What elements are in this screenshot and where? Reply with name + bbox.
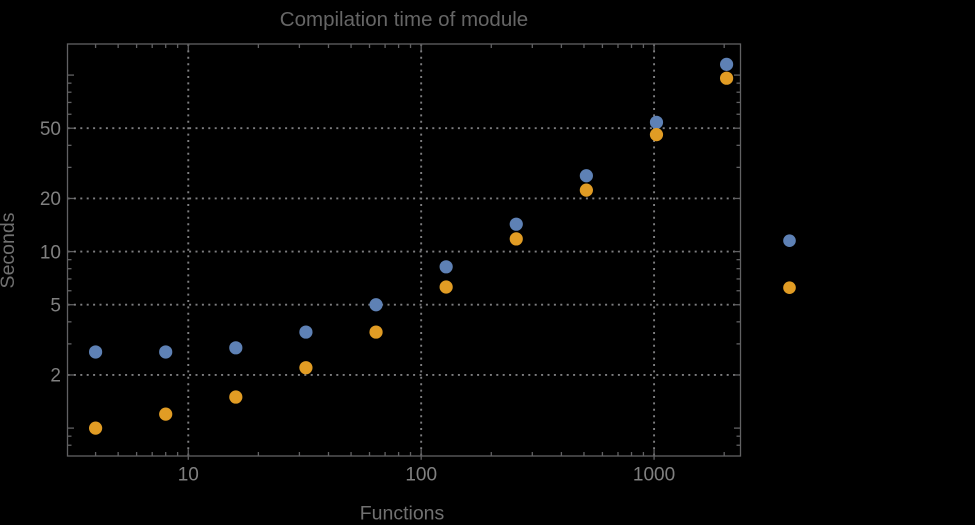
series-1-blue-point-x32 — [299, 325, 313, 339]
series-1-blue-point-x64 — [369, 298, 383, 312]
gridlines — [67, 44, 741, 456]
series-2-orange-point-x4 — [88, 421, 103, 435]
series-1-blue-point-x2048 — [719, 57, 734, 71]
y-tick-label-50: 50 — [40, 119, 61, 140]
x-tick-label-100: 100 — [405, 465, 437, 486]
legend-marker-series2 — [783, 281, 796, 295]
series-2-orange-point-x512 — [579, 183, 593, 197]
series-2-points — [88, 71, 734, 435]
legend-marker-series1 — [783, 234, 796, 247]
series-1-blue-point-x16 — [229, 341, 243, 355]
series-2-orange-point-x8 — [159, 407, 173, 421]
series-2-orange-point-x256 — [509, 232, 523, 246]
series-2-orange-point-x128 — [439, 280, 453, 294]
legend — [783, 234, 796, 295]
series-1-blue-point-x4 — [88, 345, 103, 359]
x-tick-labels: 10 100 1000 — [178, 465, 676, 486]
x-axis-label: Functions — [360, 503, 445, 525]
series-2-orange-point-x1024 — [649, 128, 664, 142]
series-1-blue-point-x1024 — [649, 115, 664, 129]
plot-frame — [66, 43, 742, 457]
y-tick-label-10: 10 — [40, 242, 61, 263]
series-2-orange-point-x32 — [299, 361, 313, 375]
series-2-orange-point-x64 — [369, 325, 383, 339]
series-1-blue-point-x128 — [439, 260, 453, 274]
x-tick-label-1000: 1000 — [633, 465, 675, 486]
chart-title: Compilation time of module — [280, 8, 528, 31]
x-tick-label-10: 10 — [178, 465, 199, 486]
series-2-orange-point-x2048 — [719, 71, 734, 85]
y-tick-labels: 2 5 10 20 50 — [40, 119, 61, 387]
series-1-blue-point-x8 — [159, 345, 173, 359]
y-tick-label-20: 20 — [40, 189, 61, 210]
y-axis-label: Seconds — [0, 212, 19, 288]
y-tick-label-2: 2 — [50, 366, 61, 387]
series-2-orange-point-x16 — [229, 390, 243, 404]
y-tick-label-5: 5 — [50, 295, 61, 316]
series-1-blue-point-x256 — [509, 217, 523, 231]
series-1-points — [88, 57, 734, 359]
series-1-blue-point-x512 — [579, 169, 593, 183]
